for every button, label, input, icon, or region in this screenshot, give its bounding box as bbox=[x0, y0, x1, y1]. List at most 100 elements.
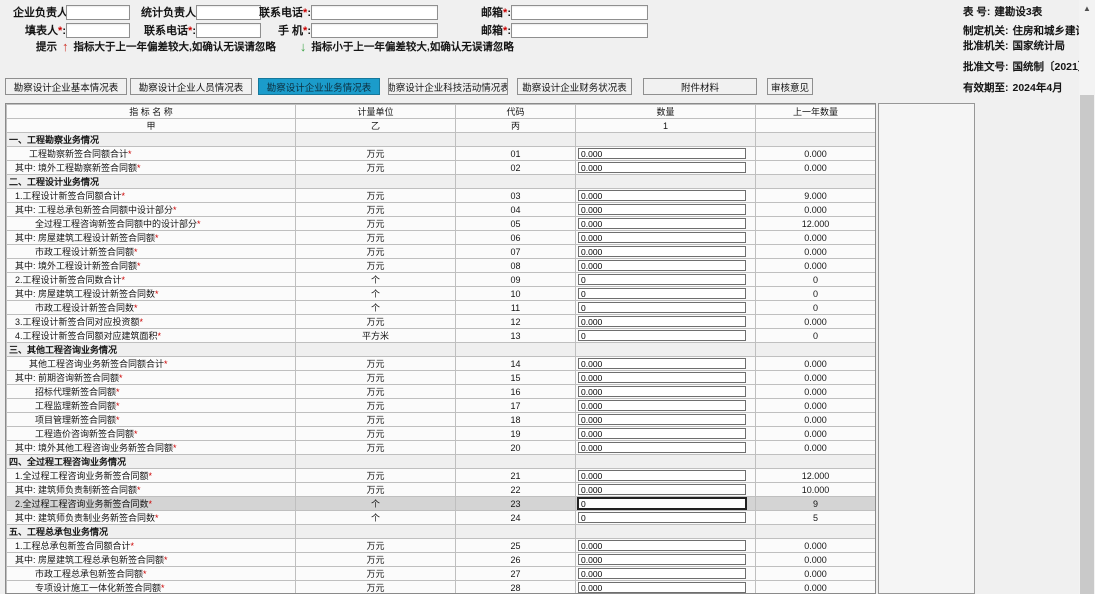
table-row[interactable]: 其中: 境外工程勘察新签合同额* 万元 02 0.000 bbox=[6, 160, 875, 175]
tab-business[interactable]: 勘察设计企业业务情况表 bbox=[258, 78, 380, 95]
table-row[interactable]: 工程造价咨询新签合同额* 万元 19 0.000 bbox=[6, 426, 875, 441]
row-code: 12 bbox=[455, 314, 576, 329]
contact-phone-label: 联系电话 bbox=[259, 7, 304, 19]
quantity-input[interactable] bbox=[578, 484, 746, 495]
required-asterisk: * bbox=[188, 25, 193, 37]
quantity-input[interactable] bbox=[578, 400, 746, 411]
meta-value: 2024年4月 bbox=[1012, 82, 1063, 94]
quantity-input[interactable] bbox=[578, 358, 746, 369]
quantity-input[interactable] bbox=[578, 540, 746, 551]
tab-attachments[interactable]: 附件材料 bbox=[643, 78, 757, 95]
table-row[interactable]: 1.工程设计新签合同额合计* 万元 03 9.000 bbox=[6, 188, 875, 203]
table-row[interactable]: 三、其他工程咨询业务情况 bbox=[6, 342, 875, 357]
quantity-input[interactable] bbox=[578, 190, 746, 201]
quantity-input[interactable] bbox=[578, 386, 746, 397]
table-row[interactable]: 全过程工程咨询新签合同额中的设计部分* 万元 05 12.000 bbox=[6, 216, 875, 231]
quantity-input[interactable] bbox=[578, 330, 746, 341]
quantity-input[interactable] bbox=[578, 274, 746, 285]
table-row[interactable]: 1.全过程工程咨询业务新签合同额* 万元 21 12.000 bbox=[6, 468, 875, 483]
row-prev-year-value: 0 bbox=[755, 286, 875, 301]
table-row[interactable]: 1.工程总承包新签合同额合计* 万元 25 0.000 bbox=[6, 538, 875, 553]
table-row[interactable]: 其中: 建筑师负责制业务新签合同数* 个 24 5 bbox=[6, 510, 875, 525]
row-prev-year-value bbox=[755, 524, 875, 539]
table-row[interactable]: 五、工程总承包业务情况 bbox=[6, 524, 875, 539]
quantity-input[interactable] bbox=[578, 218, 746, 229]
table-row[interactable]: 其中: 房屋建筑工程总承包新签合同额* 万元 26 0.000 bbox=[6, 552, 875, 567]
quantity-input[interactable] bbox=[578, 232, 746, 243]
quantity-input[interactable] bbox=[578, 260, 746, 271]
table-row[interactable]: 市政工程设计新签合同数* 个 11 0 bbox=[6, 300, 875, 315]
table-row[interactable]: 2.全过程工程咨询业务新签合同数* 个 23 9 bbox=[6, 496, 875, 511]
table-row[interactable]: 4.工程设计新签合同额对应建筑面积* 平方米 13 0 bbox=[6, 328, 875, 343]
quantity-input[interactable] bbox=[578, 302, 746, 313]
email-input[interactable] bbox=[511, 22, 648, 38]
tab-sci-tech[interactable]: 勘察设计企业科技活动情况表 bbox=[388, 78, 508, 95]
form-field: 联系电话*: bbox=[256, 4, 438, 20]
table-row[interactable]: 二、工程设计业务情况 bbox=[6, 174, 875, 189]
table-row[interactable]: 其中: 境外工程设计新签合同额* 万元 08 0.000 bbox=[6, 258, 875, 273]
row-label: 2.工程设计新签合同数合计 bbox=[15, 275, 122, 285]
table-row[interactable]: 3.工程设计新签合同对应投资额* 万元 12 0.000 bbox=[6, 314, 875, 329]
tab-basic-info[interactable]: 勘察设计企业基本情况表 bbox=[5, 78, 127, 95]
table-row[interactable]: 其中: 前期咨询新签合同额* 万元 15 0.000 bbox=[6, 370, 875, 385]
row-required-asterisk: * bbox=[130, 541, 135, 551]
vertical-scrollbar[interactable]: ▲ bbox=[1079, 0, 1095, 594]
quantity-input[interactable] bbox=[578, 512, 746, 523]
table-row[interactable]: 其中: 工程总承包新签合同额中设计部分* 万元 04 0.000 bbox=[6, 202, 875, 217]
scroll-up-arrow-icon[interactable]: ▲ bbox=[1083, 4, 1091, 13]
row-required-asterisk: * bbox=[137, 485, 141, 495]
row-unit: 万元 bbox=[295, 202, 456, 217]
contact-phone-input[interactable] bbox=[196, 22, 261, 38]
row-label: 1.工程设计新签合同额合计 bbox=[15, 191, 122, 201]
tab-finance[interactable]: 勘察设计企业财务状况表 bbox=[517, 78, 632, 95]
quantity-input[interactable] bbox=[578, 442, 746, 453]
table-row[interactable]: 招标代理新签合同额* 万元 16 0.000 bbox=[6, 384, 875, 399]
quantity-input[interactable] bbox=[578, 582, 746, 593]
table-row[interactable]: 其中: 房屋建筑工程设计新签合同额* 万元 06 0.000 bbox=[6, 230, 875, 245]
table-row[interactable]: 工程监理新签合同额* 万元 17 0.000 bbox=[6, 398, 875, 413]
table-row[interactable]: 2.工程设计新签合同数合计* 个 09 0 bbox=[6, 272, 875, 287]
tab-business-label: 勘察设计企业业务情况表 bbox=[266, 82, 372, 94]
table-row[interactable]: 一、工程勘察业务情况 bbox=[6, 132, 875, 147]
quantity-input[interactable] bbox=[578, 288, 746, 299]
quantity-input[interactable] bbox=[578, 428, 746, 439]
table-row[interactable]: 其他工程咨询业务新签合同额合计* 万元 14 0.000 bbox=[6, 356, 875, 371]
row-prev-year-value: 0.000 bbox=[755, 370, 875, 385]
table-row[interactable]: 市政工程设计新签合同额* 万元 07 0.000 bbox=[6, 244, 875, 259]
table-row[interactable]: 其中: 建筑师负责制新签合同额* 万元 22 10.000 bbox=[6, 482, 875, 497]
tab-personnel[interactable]: 勘察设计企业人员情况表 bbox=[130, 78, 252, 95]
table-row[interactable]: 工程勘察新签合同额合计* 万元 01 0.000 bbox=[6, 146, 875, 161]
quantity-input[interactable] bbox=[578, 148, 746, 159]
email-input[interactable] bbox=[511, 4, 648, 20]
table-row[interactable]: 市政工程总承包新签合同额* 万元 27 0.000 bbox=[6, 566, 875, 581]
row-prev-year-value: 0.000 bbox=[755, 384, 875, 399]
form-filler-input[interactable] bbox=[66, 22, 130, 38]
tab-review[interactable]: 审核意见 bbox=[767, 78, 813, 95]
quantity-input[interactable] bbox=[578, 316, 746, 327]
row-required-asterisk: * bbox=[116, 401, 120, 411]
enterprise-leader-input[interactable] bbox=[66, 4, 130, 20]
quantity-input[interactable] bbox=[577, 497, 747, 510]
mobile-input[interactable] bbox=[311, 22, 438, 38]
table-row[interactable]: 四、全过程工程咨询业务情况 bbox=[6, 454, 875, 469]
quantity-input[interactable] bbox=[578, 414, 746, 425]
quantity-input[interactable] bbox=[578, 568, 746, 579]
row-code: 19 bbox=[455, 426, 576, 441]
quantity-input[interactable] bbox=[578, 470, 746, 481]
quantity-input[interactable] bbox=[578, 162, 746, 173]
table-row[interactable]: 其中: 境外其他工程咨询业务新签合同额* 万元 20 0.000 bbox=[6, 440, 875, 455]
statistics-leader-input[interactable] bbox=[196, 4, 261, 20]
quantity-input[interactable] bbox=[578, 246, 746, 257]
table-row[interactable]: 其中: 房屋建筑工程设计新签合同数* 个 10 0 bbox=[6, 286, 875, 301]
table-row[interactable]: 项目管理新签合同额* 万元 18 0.000 bbox=[6, 412, 875, 427]
row-prev-year-value: 12.000 bbox=[755, 216, 875, 231]
hint-label: 提示 bbox=[36, 41, 57, 53]
quantity-input[interactable] bbox=[578, 372, 746, 383]
quantity-input[interactable] bbox=[578, 204, 746, 215]
scrollbar-thumb[interactable] bbox=[1080, 95, 1094, 594]
row-label: 市政工程设计新签合同数 bbox=[35, 303, 135, 313]
quantity-input[interactable] bbox=[578, 554, 746, 565]
table-row[interactable]: 专项设计施工一体化新签合同额* 万元 28 0.000 bbox=[6, 580, 875, 593]
contact-phone-input[interactable] bbox=[311, 4, 438, 20]
